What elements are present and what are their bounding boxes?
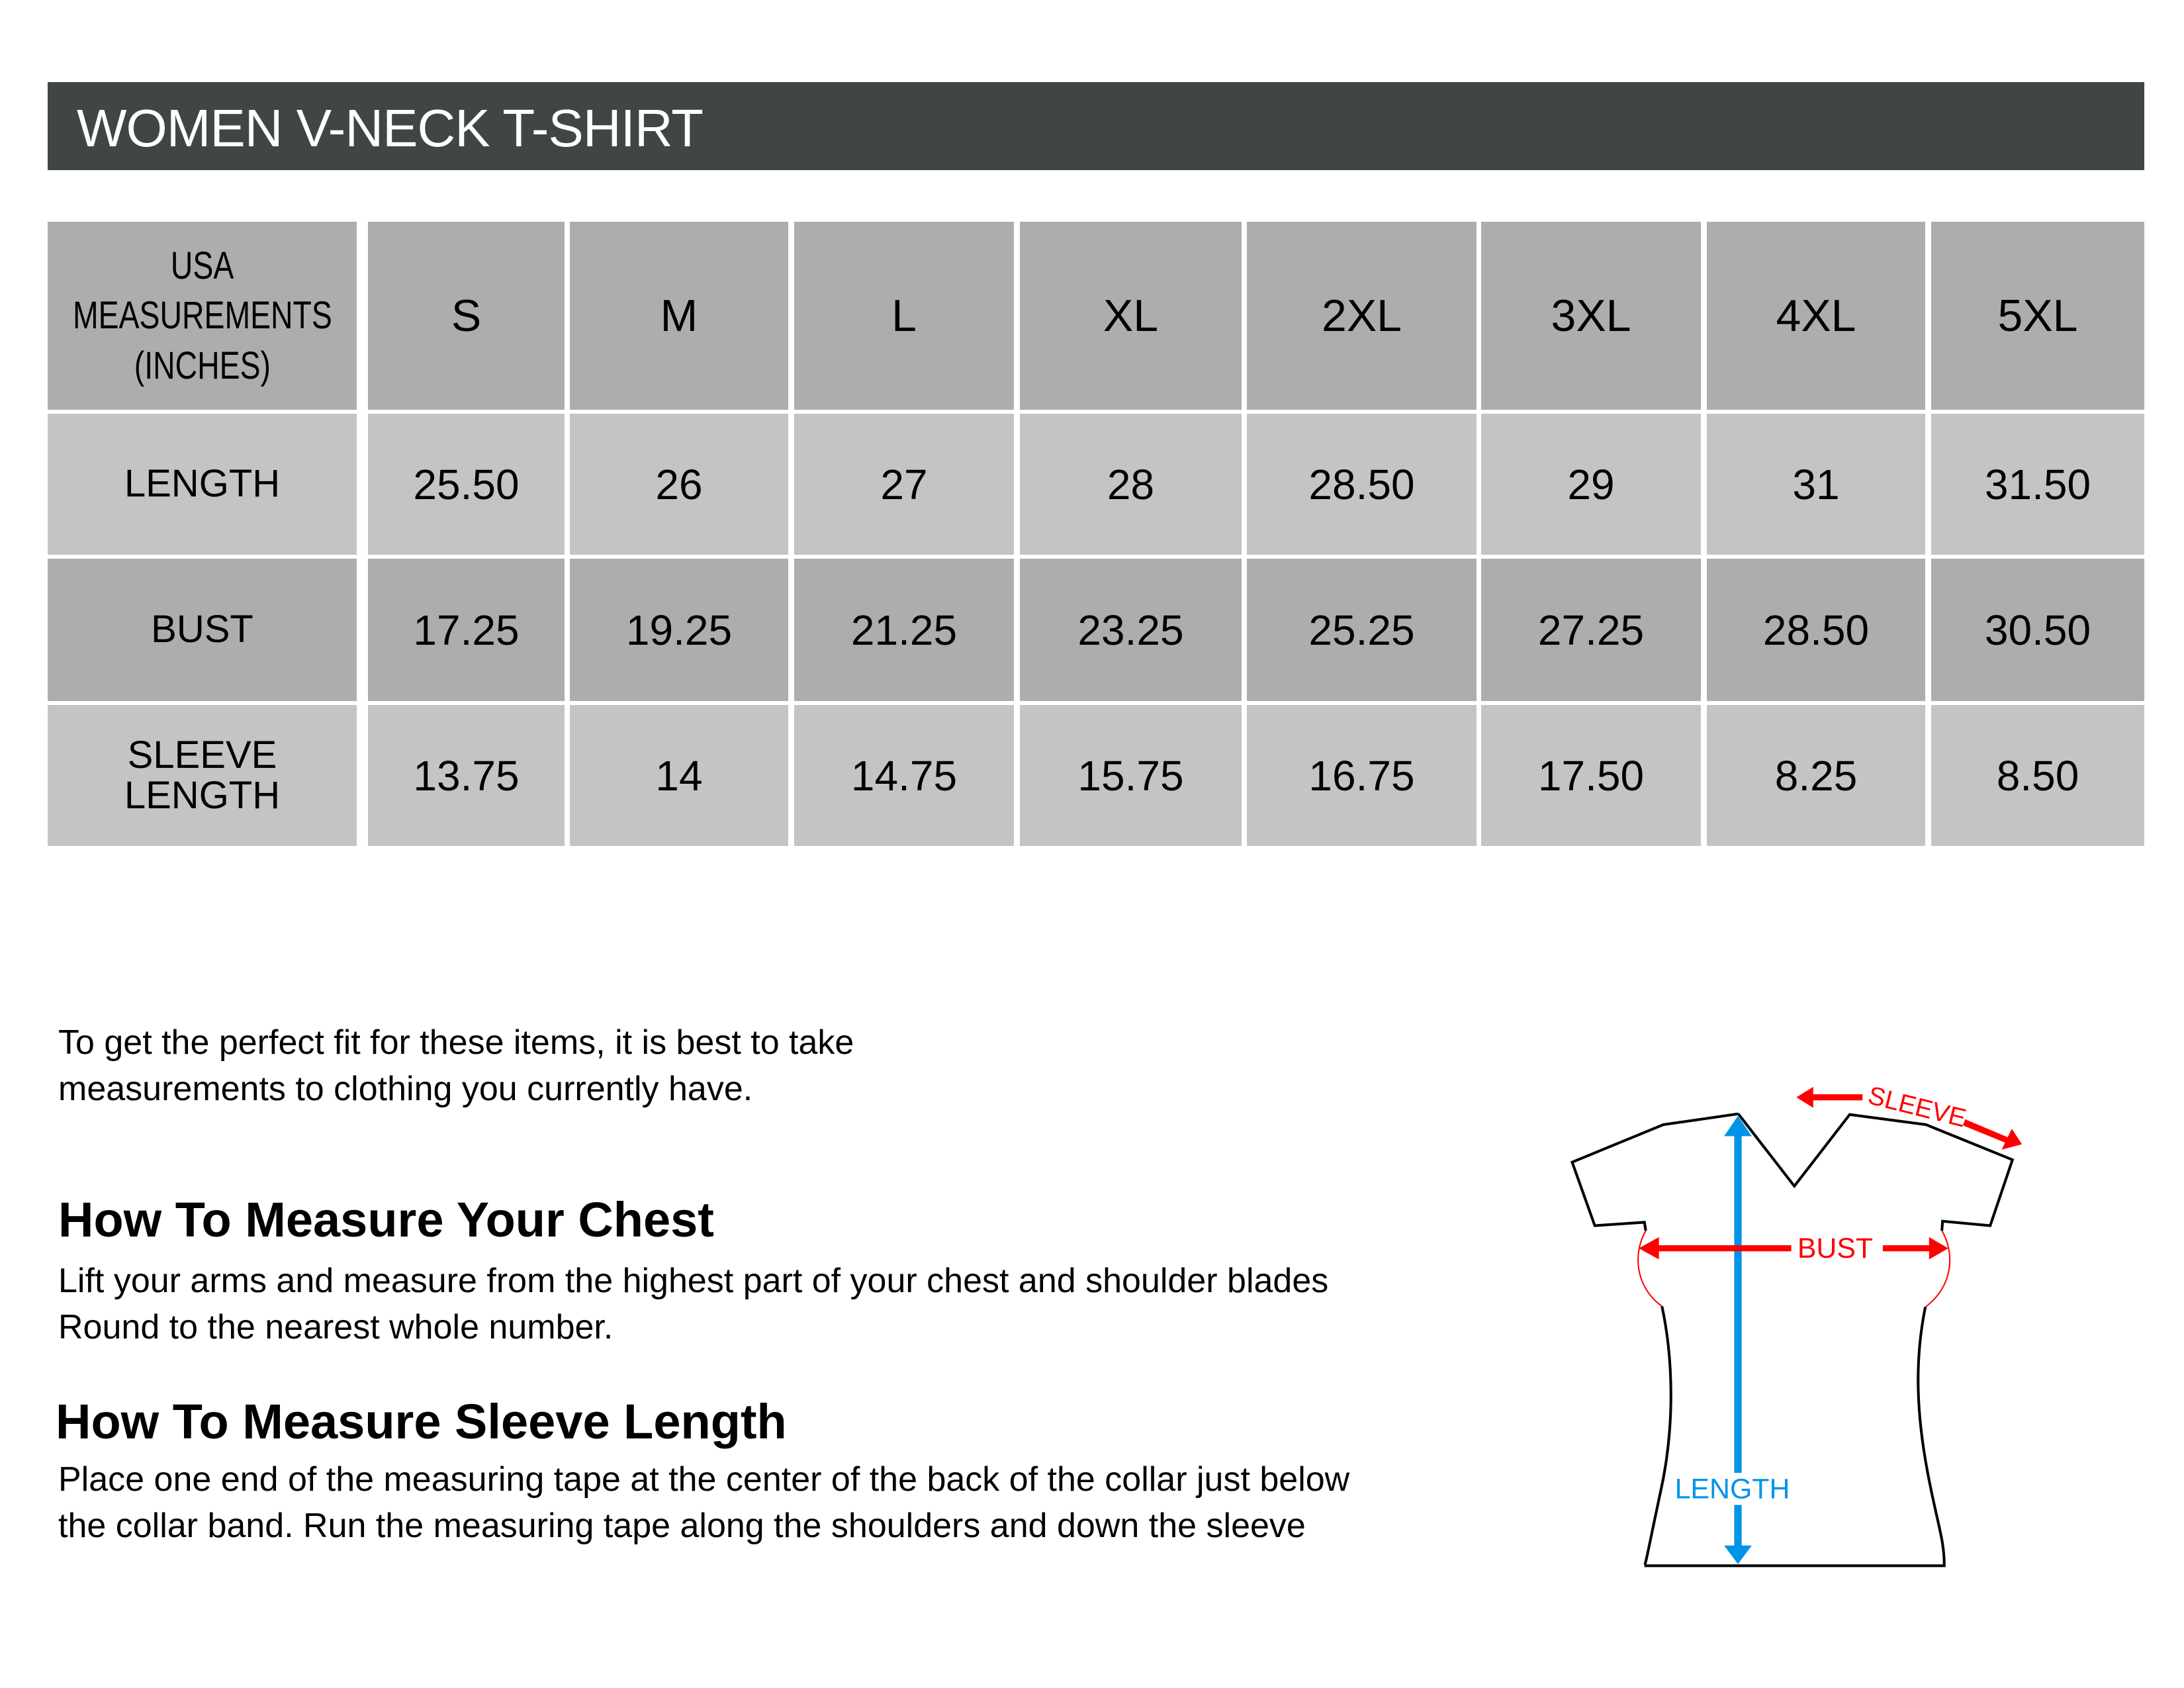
length-arrow: LENGTH <box>1675 1115 1790 1564</box>
measurement-cell: 28 <box>1020 414 1242 555</box>
measurement-cell: 25.25 <box>1247 559 1477 701</box>
intro-line: To get the perfect fit for these items, … <box>58 1023 854 1062</box>
measurement-cell: 14 <box>570 705 788 846</box>
title-bar: WOMEN V-NECK T-SHIRT <box>48 82 2144 170</box>
size-header-3xl: 3XL <box>1481 222 1701 410</box>
corner-header: USA MEASUREMENTS (INCHES) <box>48 222 357 410</box>
measurement-cell: 23.25 <box>1020 559 1242 701</box>
sleeve-label: SLEEVE <box>1865 1081 1969 1133</box>
corner-header-line: USA <box>170 244 234 287</box>
measurement-cell: 19.25 <box>570 559 788 701</box>
measurement-cell: 17.25 <box>368 559 565 701</box>
size-header-xl: XL <box>1020 222 1242 410</box>
size-header-2xl: 2XL <box>1247 222 1477 410</box>
sleeve-line: the collar band. Run the measuring tape … <box>58 1507 1306 1545</box>
measurement-cell: 31.50 <box>1931 414 2144 555</box>
size-header-4xl: 4XL <box>1707 222 1925 410</box>
measurement-cell: 31 <box>1707 414 1925 555</box>
measurement-cell: 13.75 <box>368 705 565 846</box>
bust-arrow: BUST <box>1639 1233 1948 1264</box>
bust-curves <box>1637 1230 1951 1308</box>
chest-line: Round to the nearest whole number. <box>58 1308 614 1346</box>
intro-text: To get the perfect fit for these items, … <box>58 1019 854 1112</box>
measurement-cell: 21.25 <box>794 559 1014 701</box>
sleeve-heading: How To Measure Sleeve Length <box>56 1394 787 1449</box>
sleeve-text: Place one end of the measuring tape at t… <box>58 1456 1349 1549</box>
measurement-cell: 14.75 <box>794 705 1014 846</box>
measurement-cell: 30.50 <box>1931 559 2144 701</box>
page-title: WOMEN V-NECK T-SHIRT <box>77 99 704 158</box>
measurement-cell: 28.50 <box>1707 559 1925 701</box>
corner-header-line: (INCHES) <box>134 344 271 387</box>
size-header-l: L <box>794 222 1014 410</box>
measurement-cell: 27.25 <box>1481 559 1701 701</box>
measurement-cell: 8.25 <box>1707 705 1925 846</box>
intro-line: measurements to clothing you currently h… <box>58 1070 753 1108</box>
size-header-5xl: 5XL <box>1931 222 2144 410</box>
chest-line: Lift your arms and measure from the high… <box>58 1262 1329 1300</box>
measurement-cell: 29 <box>1481 414 1701 555</box>
row-label: LENGTH <box>48 414 357 555</box>
row-label: SLEEVE LENGTH <box>48 705 357 846</box>
measurement-cell: 8.50 <box>1931 705 2144 846</box>
tshirt-outline <box>1570 1112 2015 1568</box>
length-label: LENGTH <box>1675 1473 1790 1505</box>
corner-header-line: MEASUREMENTS <box>72 294 332 338</box>
measurement-cell: 27 <box>794 414 1014 555</box>
size-header-m: M <box>570 222 788 410</box>
measurement-cell: 16.75 <box>1247 705 1477 846</box>
measurement-cell: 28.50 <box>1247 414 1477 555</box>
measurement-cell: 26 <box>570 414 788 555</box>
size-header-s: S <box>368 222 565 410</box>
measurement-cell: 17.50 <box>1481 705 1701 846</box>
chest-text: Lift your arms and measure from the high… <box>58 1258 1328 1350</box>
row-label: BUST <box>48 559 357 701</box>
measurement-cell: 25.50 <box>368 414 565 555</box>
sleeve-line: Place one end of the measuring tape at t… <box>58 1460 1350 1499</box>
chest-heading: How To Measure Your Chest <box>58 1192 714 1247</box>
measurement-cell: 15.75 <box>1020 705 1242 846</box>
tshirt-measurement-diagram: LENGTH BUST SLEEVE <box>1570 1081 2023 1568</box>
bust-label: BUST <box>1797 1233 1873 1264</box>
